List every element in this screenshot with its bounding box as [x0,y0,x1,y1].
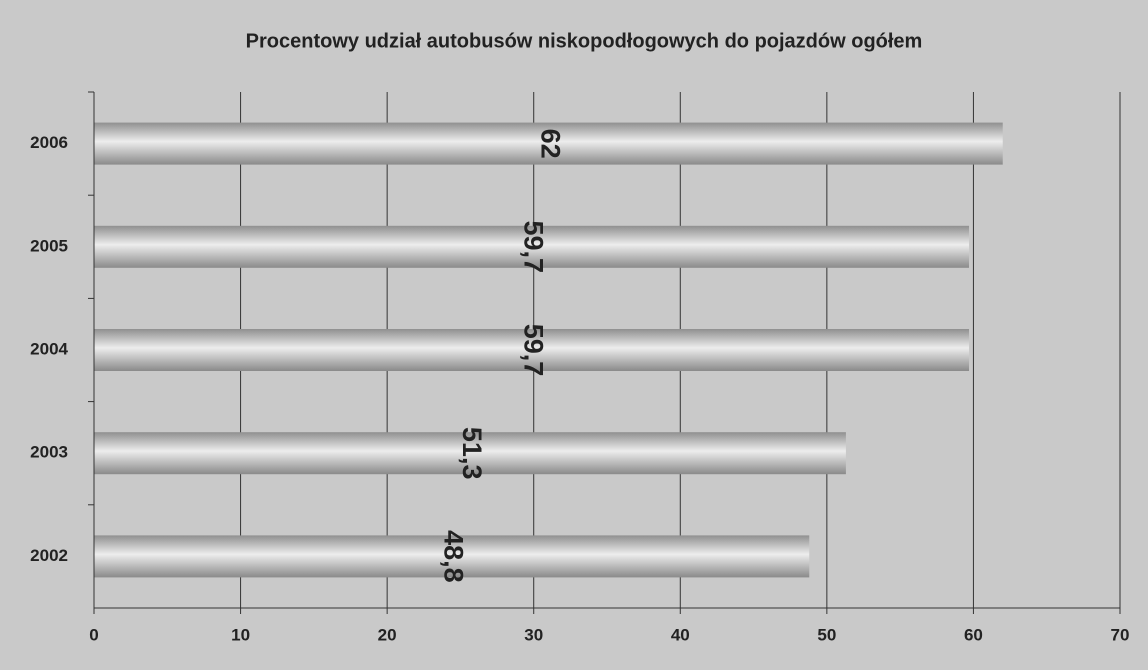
y-tick-label: 2006 [30,133,68,152]
x-tick-label: 60 [964,625,983,644]
bar [94,535,810,578]
value-label: 48,8 [439,530,469,583]
x-tick-label: 0 [89,625,98,644]
bar [94,122,1003,165]
x-tick-label: 10 [231,625,250,644]
chart-title: Procentowy udział autobusów niskopodłogo… [246,30,923,52]
x-tick-label: 70 [1111,625,1130,644]
x-tick-label: 30 [524,625,543,644]
x-tick-label: 20 [378,625,397,644]
bar [94,432,846,475]
value-label: 59,7 [518,324,548,377]
value-label: 51,3 [457,427,487,480]
value-label: 59,7 [518,221,548,274]
bar [94,329,970,371]
y-tick-label: 2002 [30,546,68,565]
x-tick-label: 40 [671,625,690,644]
y-tick-label: 2005 [30,236,68,255]
y-tick-label: 2003 [30,443,68,462]
y-tick-label: 2004 [30,339,68,358]
x-tick-label: 50 [817,625,836,644]
bar [94,225,970,268]
value-label: 62 [535,129,565,159]
